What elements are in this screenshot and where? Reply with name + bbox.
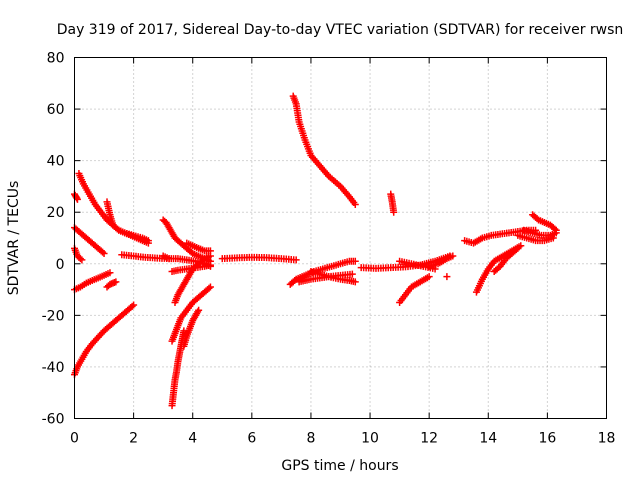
data-point xyxy=(206,261,214,269)
data-point xyxy=(425,273,433,281)
data-point xyxy=(206,283,214,291)
y-tick-label: -60 xyxy=(42,412,65,428)
x-tick-label: 16 xyxy=(538,431,556,447)
plot-frame xyxy=(74,57,607,419)
data-point xyxy=(351,278,359,286)
series-arc-z xyxy=(396,257,439,273)
data-point xyxy=(514,244,522,252)
x-tick-label: 12 xyxy=(420,431,438,447)
x-tick-label: 18 xyxy=(598,431,616,447)
y-tick-label: 20 xyxy=(47,205,65,221)
series-arc-t xyxy=(289,92,359,208)
data-point xyxy=(76,255,84,263)
data-point-fill xyxy=(205,284,213,292)
series-arc-r xyxy=(218,253,300,264)
series-arc-ag xyxy=(529,211,560,234)
series-arc-e xyxy=(71,190,81,203)
grid-lines xyxy=(74,57,607,419)
y-tick-label: 80 xyxy=(47,51,65,67)
y-tick-label: 0 xyxy=(56,257,65,273)
series-arc-v xyxy=(307,268,359,286)
series-arc-l xyxy=(171,252,214,306)
y-tick-label: 60 xyxy=(47,102,65,118)
data-point xyxy=(195,306,203,314)
x-tick-label: 10 xyxy=(361,431,379,447)
data-point xyxy=(78,256,86,264)
x-tick-label: 6 xyxy=(247,431,256,447)
data-point xyxy=(443,273,451,281)
data-point xyxy=(449,252,457,260)
series-arc-q xyxy=(168,261,214,276)
y-tick-label: -40 xyxy=(42,360,65,376)
data-point xyxy=(351,257,359,265)
data-point xyxy=(206,247,214,255)
series-arc-o xyxy=(183,239,214,255)
x-tick-label: 14 xyxy=(479,431,497,447)
x-tick-label: 2 xyxy=(129,431,138,447)
x-tick-label: 0 xyxy=(70,431,79,447)
series-arc-m xyxy=(180,306,203,350)
data-point xyxy=(552,229,560,237)
series-arc-f xyxy=(71,244,86,264)
data-point xyxy=(106,269,114,277)
series-arc-ah xyxy=(520,226,560,239)
data-point xyxy=(144,237,152,245)
x-axis-label: GPS time / hours xyxy=(281,458,398,474)
series-arc-x xyxy=(387,190,398,216)
tick-labels: 0 2 4 6 8 10 12 14 16 18 -60 -40 -20 0 20 40 60 80 xyxy=(42,51,616,447)
data-point xyxy=(73,195,81,203)
data-point-fill xyxy=(99,248,107,256)
series-arc-y xyxy=(396,273,433,306)
series-arc-aa xyxy=(425,252,457,270)
data-point xyxy=(100,249,108,257)
series-arc-k xyxy=(168,327,188,410)
series-arc-ab xyxy=(443,273,451,281)
series-arc-n xyxy=(168,283,214,345)
data-point xyxy=(112,278,120,286)
y-axis-label: SDTVAR / TECUs xyxy=(6,181,22,296)
data-point xyxy=(130,301,138,309)
series-arc-ae xyxy=(490,244,522,276)
data-point-fill xyxy=(512,246,520,254)
x-tick-label: 4 xyxy=(188,431,197,447)
data-point-fill xyxy=(128,302,136,310)
series-arc-g xyxy=(103,198,152,245)
x-tick-label: 8 xyxy=(306,431,315,447)
series-arc-a xyxy=(71,301,138,379)
chart-title: Day 319 of 2017, Sidereal Day-to-day VTE… xyxy=(57,22,624,38)
data-point xyxy=(351,200,359,208)
y-tick-label: -20 xyxy=(42,308,65,324)
data-point xyxy=(348,270,356,278)
data-points xyxy=(71,92,560,410)
data-point xyxy=(292,256,300,264)
series-arc-u xyxy=(295,270,356,286)
y-tick-label: 40 xyxy=(47,154,65,170)
series-arc-h xyxy=(103,278,120,291)
data-point xyxy=(390,208,398,216)
